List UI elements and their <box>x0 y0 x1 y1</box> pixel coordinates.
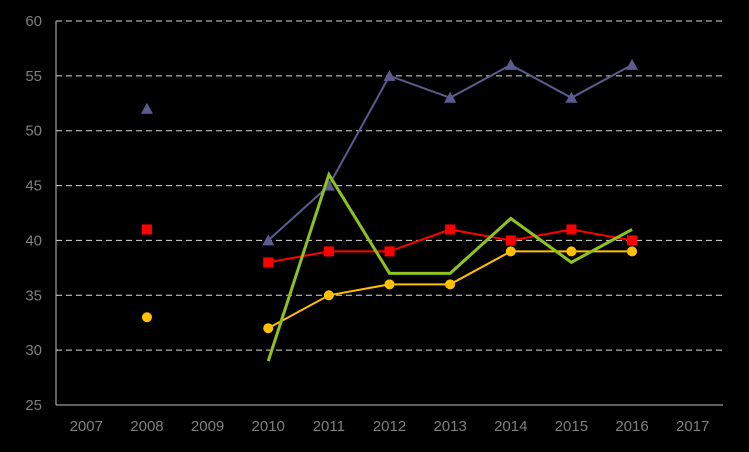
series-1 <box>141 224 638 268</box>
series-2-point-2012 <box>384 279 395 290</box>
series-2-point-2015 <box>566 246 577 257</box>
series-1-point-2012 <box>384 246 395 257</box>
series-1-point-2008 <box>141 224 152 235</box>
series-1-point-2015 <box>566 224 577 235</box>
series-1-point-2011 <box>323 246 334 257</box>
y-tick-label-50: 50 <box>25 123 42 140</box>
series-1-point-2014 <box>505 235 516 246</box>
y-tick-label-25: 25 <box>25 397 42 414</box>
series-2-point-2008 <box>141 312 152 323</box>
series-0-point-2015 <box>565 91 578 103</box>
x-tick-label-2017: 2017 <box>676 418 709 435</box>
series-0-point-2013 <box>444 91 457 103</box>
series-2-point-2016 <box>627 246 638 257</box>
x-tick-label-2014: 2014 <box>494 418 527 435</box>
series-1-point-2016 <box>627 235 638 246</box>
series-3-line <box>266 171 633 362</box>
x-tick-label-2013: 2013 <box>433 418 466 435</box>
series-0-point-2012 <box>383 69 396 81</box>
series-3 <box>266 171 633 362</box>
series-0-point-2016 <box>626 58 639 70</box>
series-2-point-2014 <box>505 246 516 257</box>
y-tick-label-55: 55 <box>25 68 42 85</box>
series-0-point-2014 <box>504 58 517 70</box>
x-tick-label-2010: 2010 <box>252 418 285 435</box>
series-0-point-2008 <box>140 102 153 114</box>
x-tick-label-2011: 2011 <box>313 418 345 435</box>
x-tick-label-2008: 2008 <box>130 418 163 435</box>
tick-labels: 25 30 35 40 45 50 55 60 2007 2008 2009 2010 2011 2012… <box>25 13 709 435</box>
axes <box>55 21 723 406</box>
y-tick-label-45: 45 <box>25 178 42 195</box>
x-tick-label-2012: 2012 <box>373 418 406 435</box>
x-tick-label-2015: 2015 <box>555 418 588 435</box>
y-tick-label-60: 60 <box>25 13 42 30</box>
x-tick-label-2007: 2007 <box>70 418 103 435</box>
x-tick-label-2016: 2016 <box>615 418 648 435</box>
series-2-point-2013 <box>445 279 456 290</box>
series-0-line <box>267 63 633 242</box>
series-2 <box>141 246 638 334</box>
series-1-point-2013 <box>445 224 456 235</box>
series-2-point-2011 <box>323 290 334 301</box>
y-tick-label-35: 35 <box>25 287 42 304</box>
series-1-point-2010 <box>263 257 274 268</box>
series-layer <box>140 58 639 362</box>
y-tick-label-30: 30 <box>25 342 42 359</box>
y-tick-label-40: 40 <box>25 232 42 249</box>
series-2-point-2010 <box>263 323 274 334</box>
series-2-line <box>267 250 633 330</box>
x-tick-label-2009: 2009 <box>191 418 224 435</box>
series-0-point-2010 <box>262 234 275 246</box>
series-0 <box>140 58 639 246</box>
